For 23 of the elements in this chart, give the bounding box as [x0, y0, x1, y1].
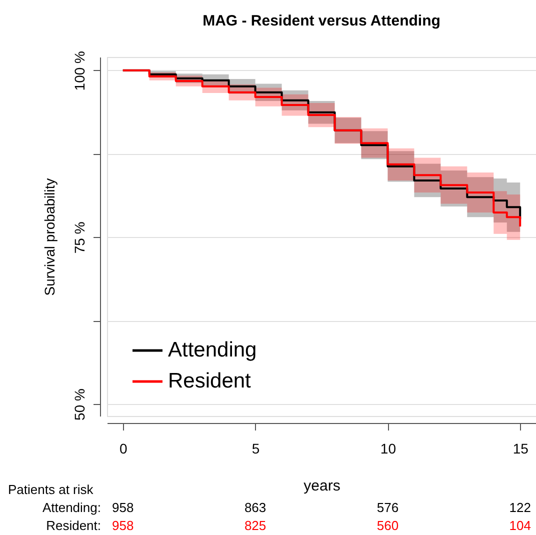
text: 958 — [112, 518, 134, 533]
text: 825 — [244, 518, 266, 533]
text: 104 — [509, 518, 531, 533]
y-tick-label: 50 % — [72, 388, 88, 420]
x-tick-label: 0 — [119, 440, 128, 456]
y-tick-label: 100 % — [72, 50, 88, 91]
text: Patients at risk — [8, 482, 94, 497]
text: 560 — [376, 518, 399, 533]
y-tick-label: 75 % — [72, 222, 88, 254]
x-tick-label: 15 — [512, 440, 529, 456]
legend-label: Attending — [168, 338, 257, 362]
text: Attending: — [42, 500, 101, 515]
x-tick-label: 10 — [380, 440, 396, 456]
chart-title: MAG - Resident versus Attending — [202, 12, 440, 30]
text: 122 — [509, 500, 531, 515]
y-axis-title: Survival probability — [42, 178, 58, 296]
x-axis-title: years — [304, 478, 340, 494]
x-tick-label: 5 — [252, 440, 260, 456]
text: Resident: — [46, 518, 101, 533]
text: 576 — [376, 500, 399, 515]
text: 958 — [112, 500, 134, 515]
legend-label: Resident — [168, 370, 252, 392]
text: 863 — [244, 500, 266, 515]
